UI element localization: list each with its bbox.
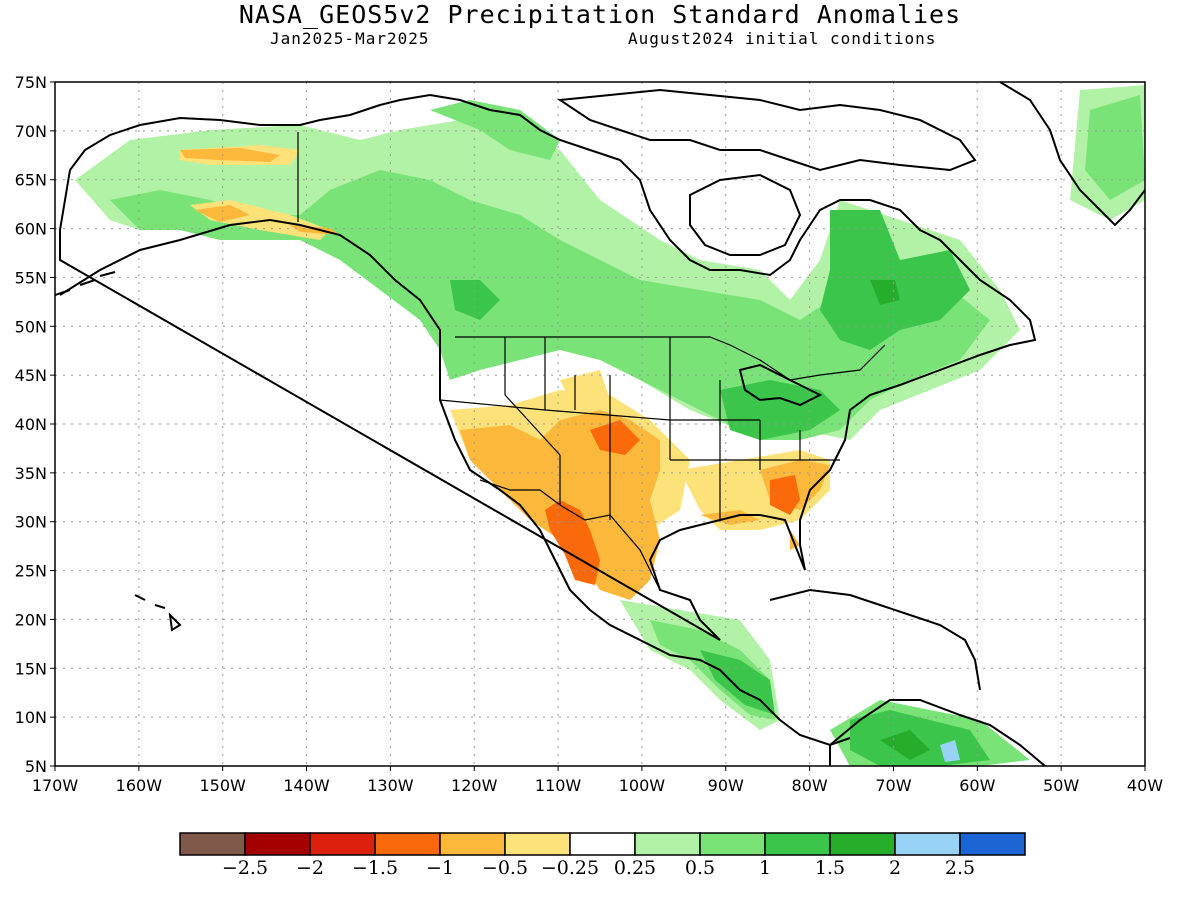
colorbar-label: −1: [426, 857, 454, 879]
hudson-bay: [689, 173, 802, 256]
lat-label: 65N: [15, 171, 47, 190]
anomaly-light-blue: [940, 740, 960, 762]
lat-label: 10N: [15, 708, 47, 727]
lon-label: 40W: [1127, 776, 1163, 795]
anomaly-darkest-green: [870, 280, 930, 760]
colorbar-swatch: [699, 832, 766, 856]
colorbar-label: −1.5: [352, 857, 398, 879]
lon-label: 100W: [619, 776, 666, 795]
coastlines: [55, 82, 1145, 766]
subtitle-initial-conditions: August2024 initial conditions: [628, 29, 937, 48]
lat-label: 45N: [15, 366, 47, 385]
colorbar-label: −0.5: [482, 857, 528, 879]
political-borders: [297, 132, 886, 591]
lon-label: 90W: [708, 776, 744, 795]
colorbar-swatch: [764, 832, 831, 856]
lat-label: 20N: [15, 610, 47, 629]
colorbar-label: 0.25: [614, 857, 656, 879]
lon-label: 160W: [116, 776, 163, 795]
colorbar-swatch: [634, 832, 701, 856]
colorbar-swatch: [309, 832, 376, 856]
lat-label: 60N: [15, 220, 47, 239]
map-title: NASA_GEOS5v2 Precipitation Standard Anom…: [238, 0, 962, 29]
colorbar-swatch: [829, 832, 896, 856]
us-canada-border: [455, 336, 886, 381]
arctic-islands: [557, 88, 977, 172]
colorbar-label: 0.5: [685, 857, 715, 879]
lat-label: 5N: [25, 757, 47, 776]
lat-label: 35N: [15, 464, 47, 483]
graticule: [55, 82, 1145, 766]
lat-label: 25N: [15, 562, 47, 581]
lat-label: 30N: [15, 513, 47, 532]
lat-label: 55N: [15, 268, 47, 287]
colorbar-swatch: [439, 832, 506, 856]
colorbar-swatch: [504, 832, 571, 856]
lon-label: 120W: [451, 776, 498, 795]
great-lakes: [738, 363, 823, 407]
subtitle-period: Jan2025-Mar2025: [270, 29, 430, 48]
lon-label: 80W: [792, 776, 828, 795]
lat-label: 40N: [15, 415, 47, 434]
colorbar-swatch: [374, 832, 441, 856]
axis-ticks: [50, 81, 1146, 771]
colorbar-label: 1.5: [815, 857, 845, 879]
north-america-coast: [59, 93, 1037, 766]
aleutians: [55, 271, 116, 296]
south-america-coast: [829, 699, 1046, 766]
lat-label: 15N: [15, 659, 47, 678]
colorbar-swatch: [244, 832, 311, 856]
colorbar-label: −2.5: [222, 857, 268, 879]
colorbar-swatch: [179, 832, 246, 856]
caribbean-islands: [769, 588, 981, 691]
us-state-lines: [439, 337, 840, 520]
colorbar: [179, 832, 1026, 856]
colorbar-label: −0.25: [541, 857, 599, 879]
lat-label: 50N: [15, 317, 47, 336]
lat-label: 75N: [15, 73, 47, 92]
colorbar-label: 2: [889, 857, 901, 879]
lon-label: 140W: [283, 776, 330, 795]
colorbar-swatch: [959, 832, 1026, 856]
lon-label: 50W: [1043, 776, 1079, 795]
latitude-labels: 75N 70N 65N 60N 55N 50N 45N 40N 35N 30N 25N 20N 15N 1…: [15, 73, 47, 776]
colorbar-label: 2.5: [945, 857, 975, 879]
lon-label: 60W: [959, 776, 995, 795]
anomaly-layer: [75, 85, 1145, 766]
us-mexico-border: [479, 479, 661, 591]
colorbar-labels: −2.5 −2 −1.5 −1 −0.5 −0.25 0.25 0.5 1 1.5 2 2.5: [222, 857, 975, 879]
lon-label: 70W: [875, 776, 911, 795]
longitude-labels: 170W 160W 150W 140W 130W 120W 110W 100W 90W 80W 70…: [32, 776, 1163, 795]
colorbar-swatch: [894, 832, 961, 856]
colorbar-label: 1: [759, 857, 771, 879]
lon-label: 150W: [200, 776, 247, 795]
hawaii: [134, 594, 182, 632]
colorbar-label: −2: [296, 857, 324, 879]
lon-label: 110W: [535, 776, 582, 795]
lat-label: 70N: [15, 122, 47, 141]
greenland-coast: [999, 82, 1145, 227]
colorbar-swatch: [569, 832, 636, 856]
lon-label: 130W: [367, 776, 414, 795]
lon-label: 170W: [32, 776, 79, 795]
